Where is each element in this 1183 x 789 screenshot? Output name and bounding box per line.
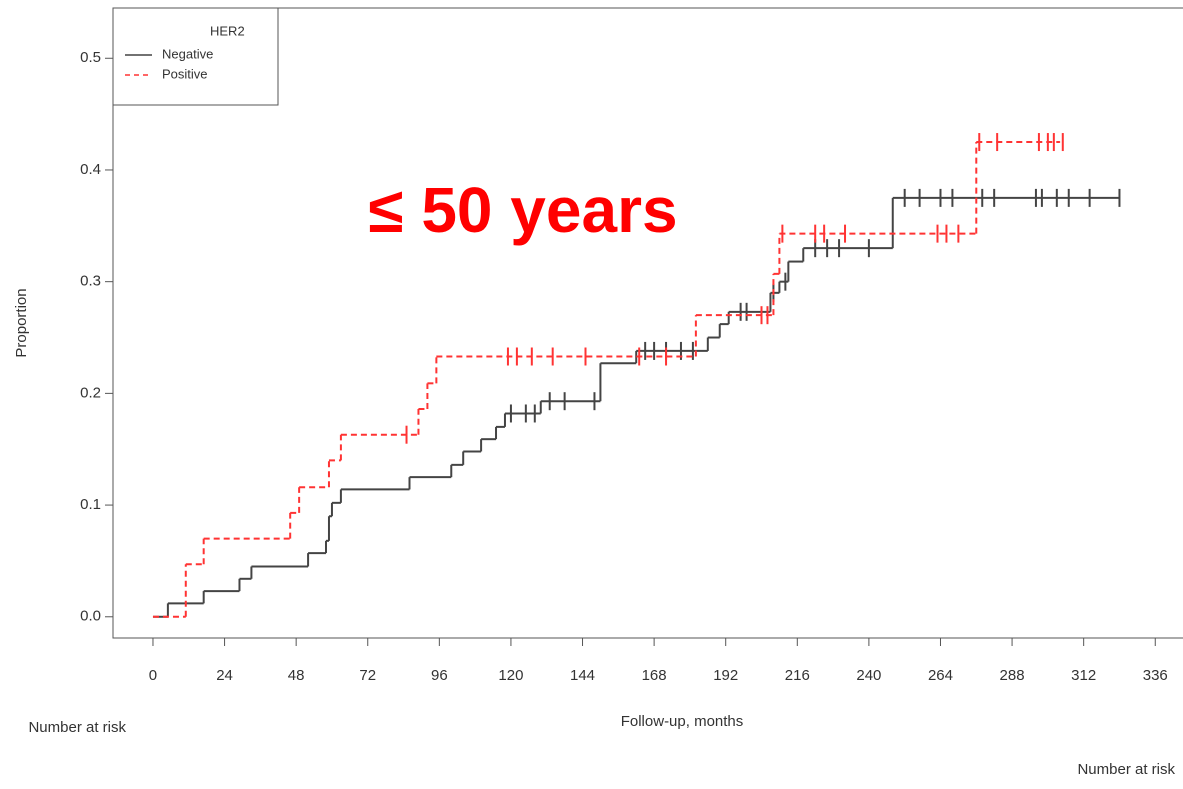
legend-title: HER2 [210, 23, 245, 38]
x-tick-label: 264 [928, 667, 953, 684]
x-tick-label: 312 [1071, 667, 1096, 684]
x-tick-label: 240 [856, 667, 881, 684]
y-tick-label: 0.1 [80, 496, 101, 513]
x-tick-label: 24 [216, 667, 233, 684]
annotation: ≤ 50 years [368, 174, 677, 246]
y-tick-label: 0.2 [80, 384, 101, 401]
note: Number at risk [1077, 761, 1175, 778]
x-tick-label: 0 [149, 667, 157, 684]
x-tick-label: 288 [1000, 667, 1025, 684]
x-axis-label: Follow-up, months [621, 713, 744, 730]
legend-label: Negative [162, 46, 213, 61]
x-tick-label: 168 [642, 667, 667, 684]
legend-label: Positive [162, 66, 208, 81]
note: Number at risk [28, 719, 126, 736]
x-tick-label: 336 [1143, 667, 1168, 684]
x-tick-label: 192 [713, 667, 738, 684]
x-tick-label: 96 [431, 667, 448, 684]
x-tick-label: 120 [498, 667, 523, 684]
y-axis-label: Proportion [13, 288, 30, 357]
x-tick-label: 144 [570, 667, 595, 684]
x-tick-label: 216 [785, 667, 810, 684]
y-tick-label: 0.3 [80, 273, 101, 290]
y-tick-label: 0.0 [80, 608, 101, 625]
legend-box [112, 7, 279, 106]
y-tick-label: 0.4 [80, 161, 101, 178]
y-tick-label: 0.5 [80, 49, 101, 66]
x-tick-label: 72 [359, 667, 376, 684]
x-tick-label: 48 [288, 667, 305, 684]
